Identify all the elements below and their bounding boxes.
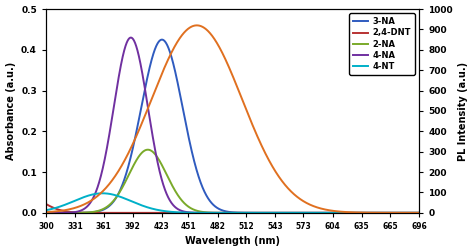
4-NA (416, 211, 422, 214)
2-NA (409, 211, 415, 214)
4-NT (186, 211, 192, 214)
3-NA (409, 211, 415, 214)
Line: 2-NA: 2-NA (46, 150, 419, 213)
Y-axis label: PL Intensity (a.u.): PL Intensity (a.u.) (458, 61, 468, 161)
2,4-DNT (416, 211, 422, 214)
Line: 3-NA: 3-NA (46, 40, 419, 213)
4-NT (202, 211, 208, 214)
2-NA (86, 211, 91, 214)
3-NA (202, 192, 208, 195)
2,4-DNT (108, 211, 114, 214)
Line: 2,4-DNT: 2,4-DNT (46, 204, 419, 213)
Y-axis label: Absorbance (a.u.): Absorbance (a.u.) (6, 62, 16, 160)
2,4-DNT (202, 211, 208, 214)
2,4-DNT (86, 211, 91, 214)
X-axis label: Wavelength (nm): Wavelength (nm) (185, 236, 280, 246)
4-NT (43, 209, 49, 212)
3-NA (108, 203, 114, 206)
4-NT (369, 211, 374, 214)
3-NA (86, 211, 91, 214)
4-NT (100, 192, 105, 195)
Legend: 3-NA, 2,4-DNT, 2-NA, 4-NA, 4-NT: 3-NA, 2,4-DNT, 2-NA, 4-NA, 4-NT (349, 13, 415, 75)
4-NT (86, 194, 91, 197)
4-NA (128, 36, 134, 39)
4-NT (108, 193, 114, 196)
4-NA (369, 211, 374, 214)
4-NT (416, 211, 422, 214)
2-NA (202, 211, 208, 214)
2-NA (186, 206, 192, 209)
2-NA (108, 202, 114, 205)
4-NA (86, 203, 91, 206)
3-NA (43, 211, 49, 214)
2,4-DNT (369, 211, 374, 214)
4-NA (409, 211, 415, 214)
Line: 4-NT: 4-NT (46, 193, 419, 213)
3-NA (416, 211, 422, 214)
2,4-DNT (43, 203, 49, 206)
4-NA (202, 211, 208, 214)
4-NA (108, 124, 114, 128)
4-NA (43, 211, 49, 214)
3-NA (369, 211, 374, 214)
2-NA (145, 148, 151, 151)
3-NA (159, 38, 165, 41)
Line: 4-NA: 4-NA (46, 38, 419, 213)
2-NA (416, 211, 422, 214)
2-NA (369, 211, 374, 214)
2-NA (43, 211, 49, 214)
2,4-DNT (409, 211, 415, 214)
4-NA (186, 211, 192, 214)
2,4-DNT (186, 211, 192, 214)
4-NT (409, 211, 415, 214)
3-NA (186, 139, 192, 142)
